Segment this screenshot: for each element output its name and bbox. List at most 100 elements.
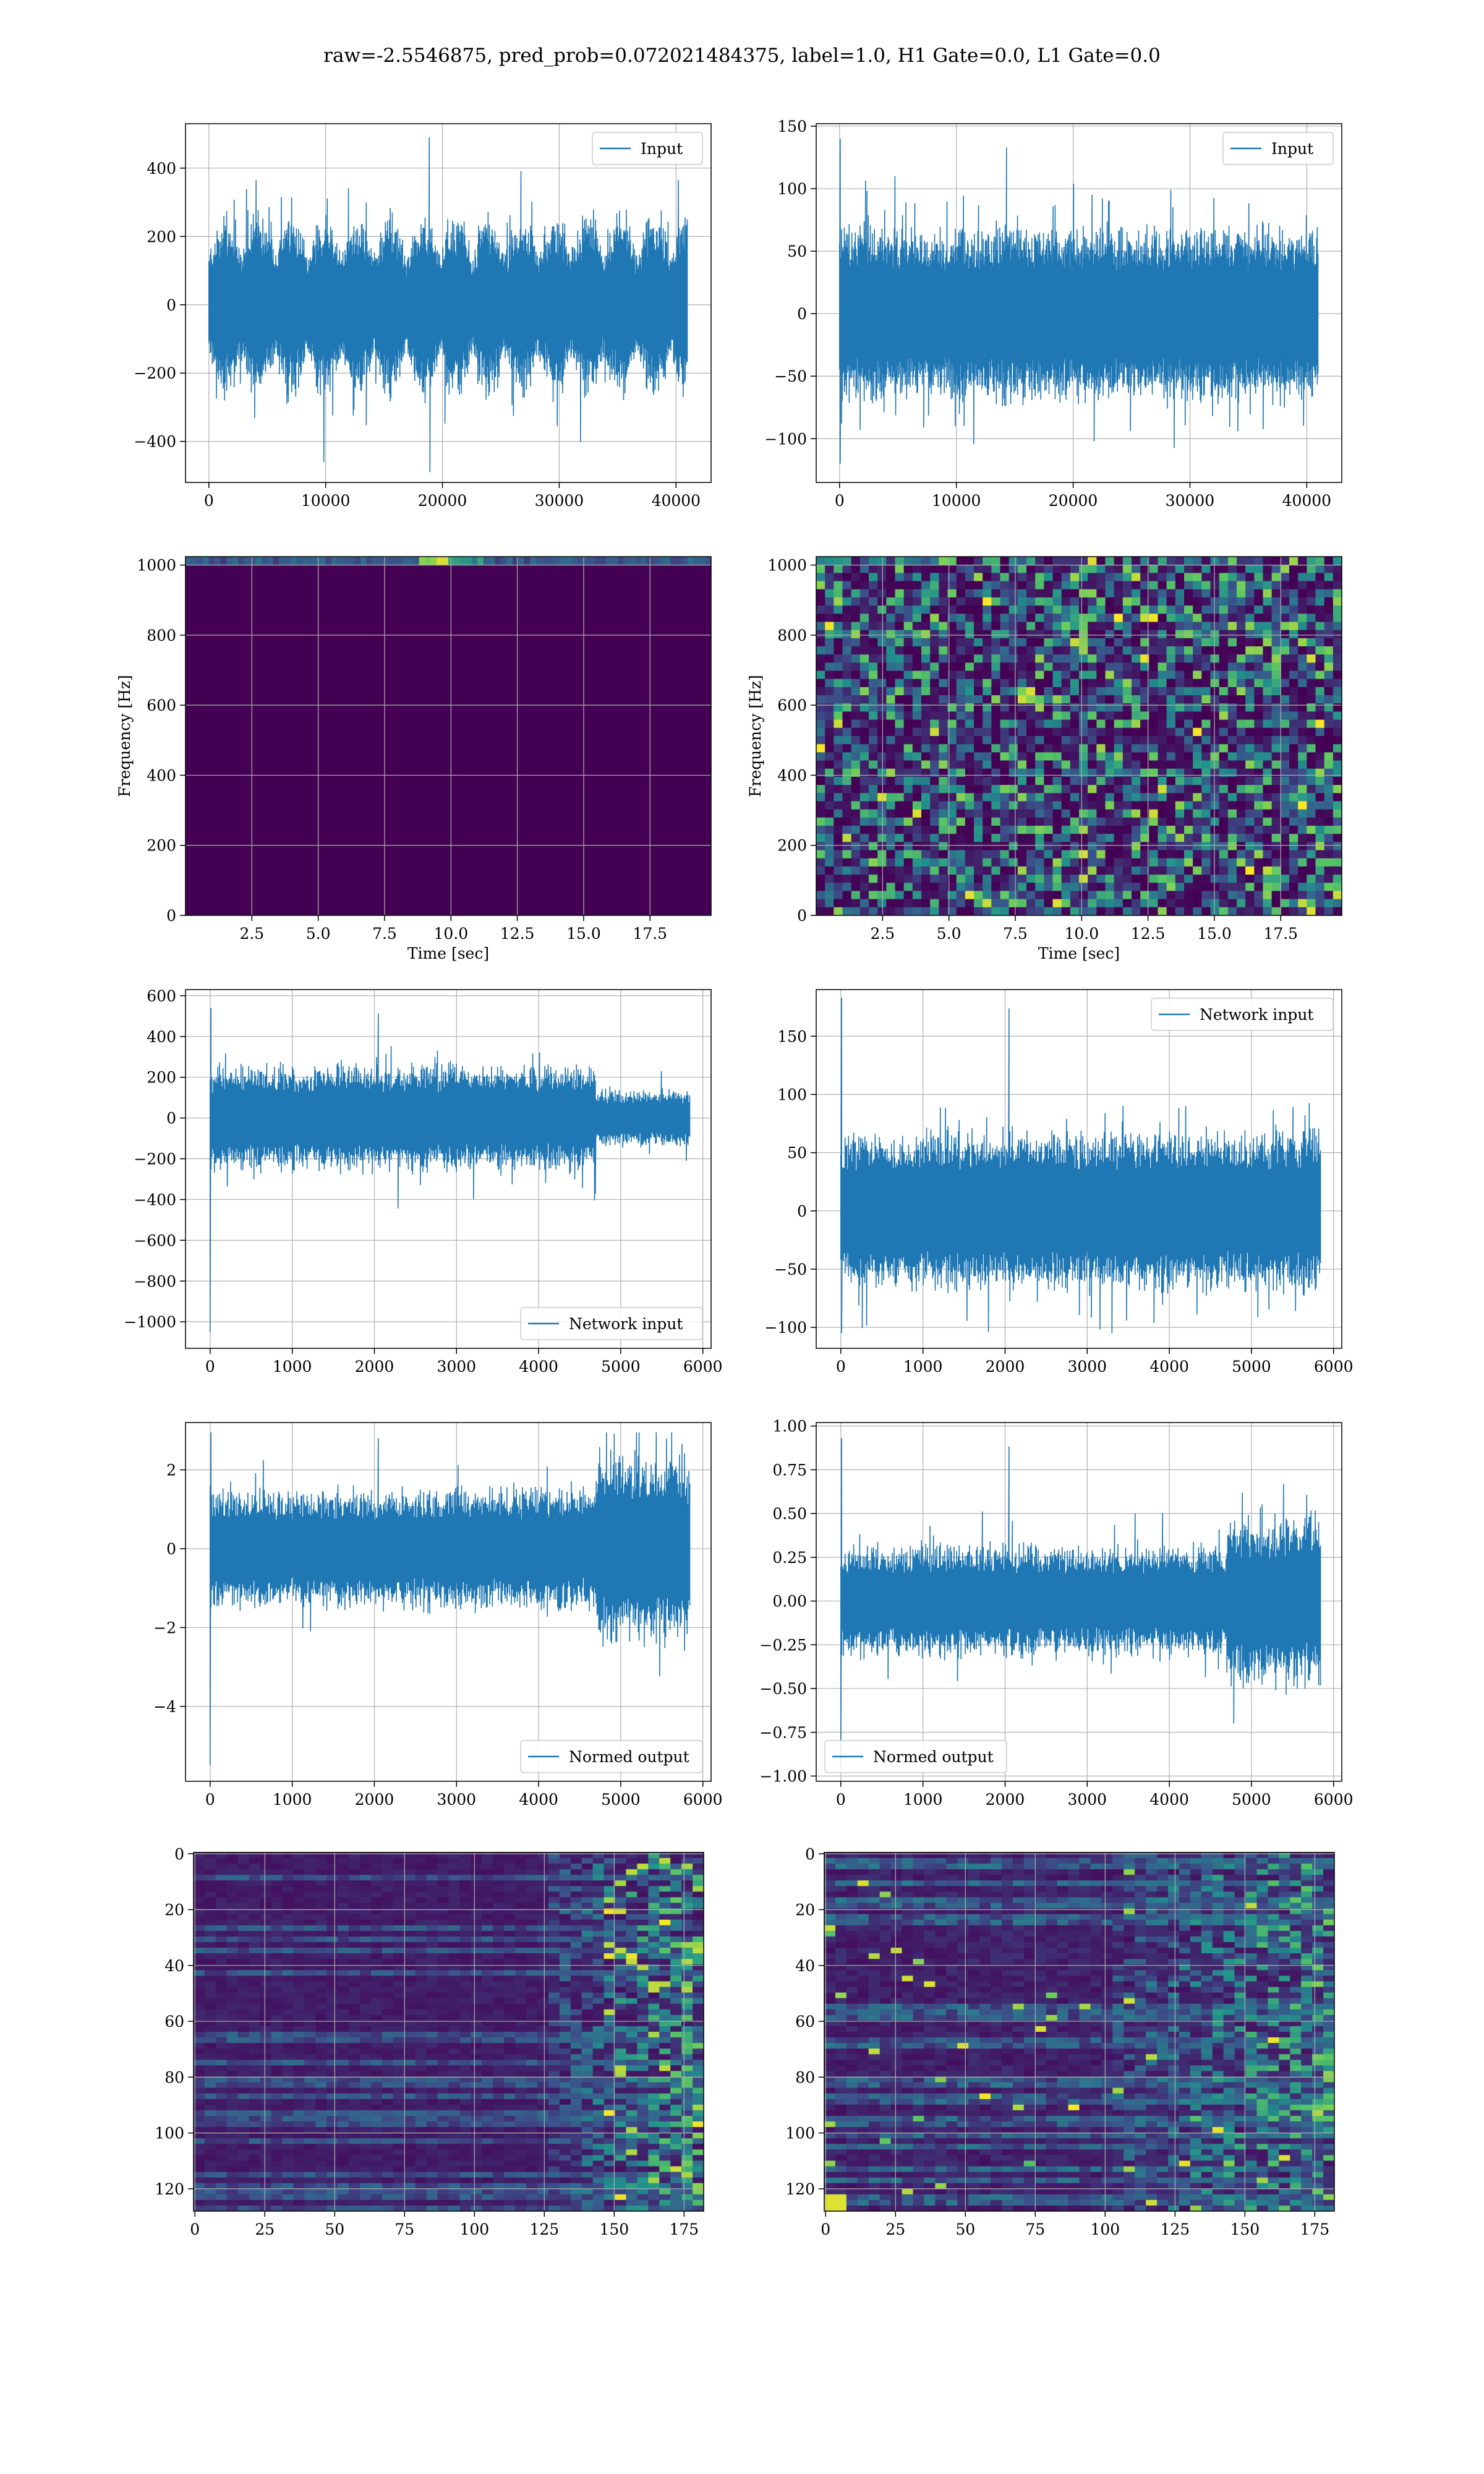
heatmap-cell [504, 1948, 516, 1954]
heatmap-cell [260, 2009, 272, 2016]
y-tick-label: −400 [134, 1191, 176, 1209]
heatmap-cell [526, 1880, 538, 1886]
heatmap-cell [1009, 736, 1018, 745]
heatmap-cell [360, 1897, 372, 1904]
heatmap-cell [912, 834, 922, 842]
heatmap-cell [930, 678, 939, 688]
heatmap-cell [304, 2065, 316, 2071]
heatmap-cell [1122, 760, 1132, 769]
heatmap-cell [304, 2026, 316, 2032]
heatmap-cell [570, 1875, 582, 1881]
heatmap-cell [570, 1970, 582, 1976]
heatmap-cell [991, 662, 1000, 672]
heatmap-cell [271, 2054, 283, 2060]
heatmap-cell [1271, 589, 1281, 598]
heatmap-cell [1237, 785, 1246, 794]
heatmap-cell [670, 2020, 682, 2027]
heatmap-cell [626, 2065, 638, 2071]
heatmap-cell [515, 2065, 527, 2071]
heatmap-cell [1245, 785, 1255, 794]
heatmap-cell [326, 2060, 338, 2066]
y-tick-label: −50 [774, 367, 807, 385]
heatmap-cell [1237, 752, 1246, 761]
heatmap-cell [991, 614, 1000, 622]
heatmap-cell [592, 2009, 605, 2016]
heatmap-cell [1009, 768, 1018, 777]
heatmap-cell [338, 2071, 349, 2077]
heatmap-cell [1210, 768, 1220, 777]
heatmap-cell [895, 752, 905, 761]
heatmap-cell [1026, 711, 1036, 721]
heatmap-cell [260, 1903, 272, 1909]
heatmap-cell [1017, 557, 1027, 565]
heatmap-cell [282, 2060, 294, 2066]
heatmap-cell [1166, 719, 1176, 729]
heatmap-cell [903, 581, 913, 590]
heatmap-cell [1052, 727, 1062, 737]
heatmap-cell [1219, 589, 1229, 598]
heatmap-cell [370, 1886, 383, 1892]
heatmap-cell [1333, 670, 1342, 680]
heatmap-cell [825, 907, 834, 915]
heatmap-cell [426, 1891, 438, 1898]
heatmap-cell [877, 695, 887, 704]
heatmap-cell [1035, 834, 1044, 842]
heatmap-cell [1158, 646, 1167, 655]
heatmap-cell [237, 1942, 250, 1948]
heatmap-cell [939, 826, 948, 834]
heatmap-cell [282, 2003, 294, 2010]
y-tick-label: −4 [153, 1698, 176, 1716]
heatmap-cell [426, 1869, 438, 1875]
heatmap-cell [349, 1886, 360, 1892]
heatmap-cell [956, 654, 966, 663]
legend: Input [1222, 132, 1334, 165]
heatmap-cell [1149, 557, 1158, 565]
heatmap-cell [1061, 581, 1071, 590]
heatmap-cell [1088, 589, 1097, 598]
heatmap-cell [226, 2026, 239, 2032]
heatmap-cell [1184, 858, 1193, 867]
heatmap-cell [965, 785, 974, 794]
heatmap-cell [851, 670, 861, 680]
heatmap-cell [983, 907, 992, 915]
heatmap-cell [1245, 662, 1255, 672]
heatmap-cell [1070, 719, 1080, 729]
heatmap-cell [1088, 727, 1097, 737]
heatmap-cell [1044, 630, 1053, 639]
heatmap-cell [816, 752, 825, 761]
heatmap-cell [1088, 695, 1097, 704]
heatmap-cell [430, 557, 437, 565]
heatmap-cell [637, 2014, 649, 2021]
heatmap-cell [851, 826, 861, 834]
heatmap-cell [471, 1919, 482, 1926]
heatmap-cell [482, 1959, 493, 1965]
heatmap-cell [413, 557, 420, 565]
heatmap-cell [1254, 614, 1263, 622]
heatmap-cell [448, 1864, 460, 1870]
heatmap-cell [851, 752, 861, 761]
heatmap-cell [415, 2076, 427, 2083]
y-tick-label: 0.50 [772, 1505, 807, 1523]
heatmap-cell [1070, 727, 1080, 737]
heatmap-cell [515, 2032, 527, 2038]
heatmap-cell [939, 711, 948, 721]
heatmap-cell [842, 776, 852, 785]
y-tick-label: 600 [777, 696, 807, 714]
heatmap-cell [825, 573, 834, 582]
heatmap-cell [1271, 899, 1281, 908]
heatmap-cell [249, 1936, 261, 1943]
heatmap-cell [877, 793, 887, 802]
heatmap-cell [1061, 670, 1071, 680]
heatmap-cell [939, 703, 948, 712]
heatmap-cell [548, 1880, 560, 1886]
heatmap-cell [1158, 703, 1167, 712]
heatmap-cell [226, 1992, 239, 1999]
heatmap-cell [670, 1925, 682, 1932]
heatmap-cell [1079, 752, 1088, 761]
heatmap-cell [537, 2003, 549, 2010]
heatmap-cell [1333, 646, 1342, 655]
heatmap-cell [1227, 727, 1237, 737]
heatmap-cell [886, 573, 895, 582]
heatmap-cell [1000, 557, 1010, 565]
heatmap-cell [1315, 719, 1325, 729]
